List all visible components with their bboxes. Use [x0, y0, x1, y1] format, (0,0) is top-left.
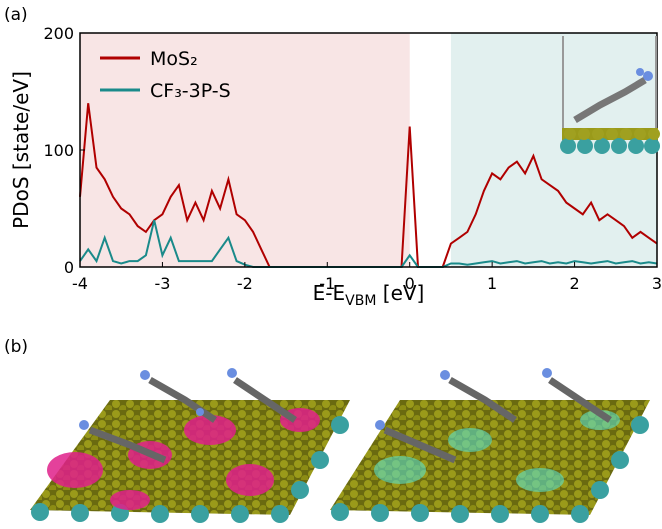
- x-axis-label-part: E-E: [313, 281, 346, 305]
- x-tick-label: -3: [154, 274, 170, 293]
- slab-right: [330, 368, 650, 523]
- x-axis-label-part: [eV]: [376, 281, 424, 305]
- panel-label: (a): [4, 5, 28, 25]
- panel-label: (b): [4, 337, 28, 357]
- x-tick-label: -2: [237, 274, 253, 293]
- plot: -4 -3 -2 -1 0 1 2 3 0 100 200 PDoS [state/eV] E-EVBM…: [9, 24, 662, 309]
- legend-label: MoS₂: [150, 48, 198, 70]
- y-tick-label: 0: [64, 258, 74, 277]
- y-tick-label: 100: [43, 141, 74, 160]
- y-tick-label: 200: [43, 24, 74, 43]
- legend-label: CF₃-3P-S: [150, 80, 231, 102]
- slab-left: [30, 368, 350, 523]
- y-axis-label: PDoS [state/eV]: [9, 71, 33, 229]
- x-tick-label: 3: [652, 274, 662, 293]
- x-axis-label: E-EVBM [eV]: [313, 281, 425, 309]
- x-axis-label-part: VBM: [345, 293, 376, 309]
- x-tick-label: 0: [405, 274, 415, 293]
- shaded-region: [80, 33, 410, 267]
- inset: [560, 36, 660, 154]
- x-tick-label: 2: [569, 274, 579, 293]
- x-tick-label: -4: [72, 274, 88, 293]
- x-tick-label: -1: [319, 274, 335, 293]
- x-tick-label: 1: [487, 274, 497, 293]
- shaded-region: [450, 33, 657, 267]
